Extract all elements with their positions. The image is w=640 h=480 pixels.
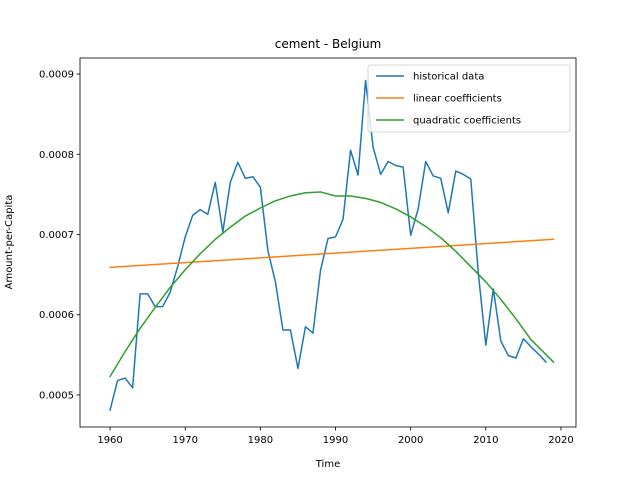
legend: historical data linear coefficients quadra… bbox=[367, 64, 571, 133]
x-tick-label: 1960 bbox=[97, 435, 122, 446]
legend-label-1: linear coefficients bbox=[413, 94, 502, 105]
y-axis-label: Amount-per-Capita bbox=[4, 195, 15, 290]
series-line-2 bbox=[109, 191, 555, 378]
series-line-0 bbox=[109, 79, 548, 412]
plot-area bbox=[109, 79, 555, 412]
x-axis-label: Time bbox=[315, 459, 340, 470]
x-tick-label: 2000 bbox=[398, 435, 423, 446]
x-tick-label: 1990 bbox=[323, 435, 348, 446]
x-tick-label: 1980 bbox=[248, 435, 273, 446]
x-tick-label: 1970 bbox=[172, 435, 197, 446]
y-tick-label: 0.0006 bbox=[39, 310, 74, 321]
y-tick-label: 0.0009 bbox=[39, 70, 74, 81]
ticks: 1960 1970 1980 1990 2000 2010 2020 0.0005 0.0006… bbox=[39, 70, 574, 446]
legend-label-2: quadratic coefficients bbox=[413, 116, 521, 127]
x-tick-label: 2020 bbox=[548, 435, 573, 446]
y-tick-label: 0.0005 bbox=[39, 390, 74, 401]
axes-frame bbox=[79, 57, 577, 428]
chart-title: cement - Belgium bbox=[275, 37, 382, 51]
legend-label-0: historical data bbox=[413, 72, 484, 83]
legend-box bbox=[367, 64, 571, 133]
y-tick-label: 0.0007 bbox=[39, 230, 74, 241]
series-line-1 bbox=[109, 238, 555, 269]
y-tick-label: 0.0008 bbox=[39, 150, 74, 161]
x-tick-label: 2010 bbox=[473, 435, 498, 446]
